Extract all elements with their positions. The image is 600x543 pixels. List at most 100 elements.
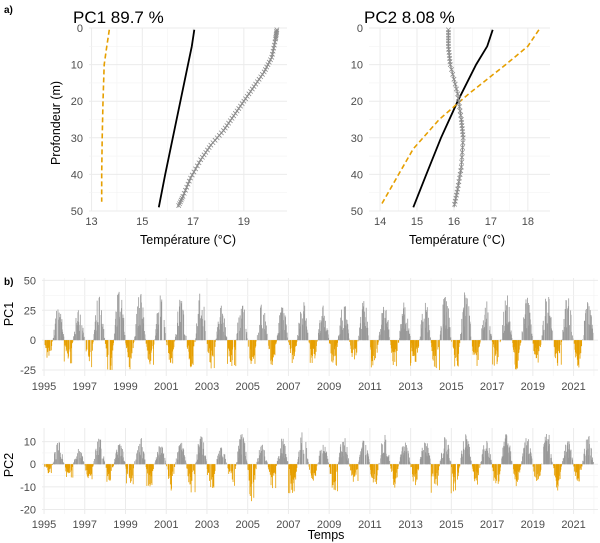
y-tick-label: 0 [357, 23, 363, 35]
bar-positive [302, 449, 304, 465]
bar-positive [509, 445, 511, 465]
bar-negative [479, 464, 481, 466]
bar-positive [524, 442, 526, 465]
bar-positive [565, 451, 567, 465]
bar-positive [387, 320, 389, 341]
bar-positive [526, 445, 528, 465]
bar-negative [458, 464, 460, 473]
bar-negative [276, 340, 277, 342]
bar-positive [541, 463, 543, 465]
bar-positive [419, 336, 421, 341]
series-marker-cross [453, 86, 459, 92]
bar-positive [143, 453, 145, 465]
bar-positive [422, 450, 424, 465]
bar-positive [449, 327, 451, 341]
bar-positive [144, 338, 146, 341]
bar-positive [220, 447, 221, 465]
bar-positive [426, 307, 428, 341]
bar-negative [533, 464, 535, 472]
bar-positive [386, 456, 387, 465]
bar-positive [511, 461, 513, 465]
bar-positive [568, 441, 570, 465]
bar-positive [542, 320, 544, 341]
x-tick-label: 1999 [113, 519, 137, 531]
bar-positive [361, 447, 363, 465]
bar-negative [433, 464, 435, 484]
bar-positive [197, 326, 198, 341]
bar-positive [378, 462, 380, 465]
series-marker-cross [452, 81, 458, 87]
bar-positive [262, 328, 263, 341]
bar-positive [179, 445, 181, 465]
bar-positive [278, 456, 279, 465]
series-marker-cross [460, 140, 466, 146]
bar-positive [326, 328, 328, 341]
bar-negative [560, 464, 562, 467]
bar-negative [535, 464, 537, 478]
bar-positive [491, 336, 492, 341]
x-tick-label: 2017 [480, 381, 504, 393]
bar-positive [344, 438, 346, 465]
bar-negative [309, 464, 310, 470]
bar-positive [246, 461, 248, 465]
bar-negative [70, 340, 71, 364]
bar-negative [192, 340, 194, 365]
bar-negative [574, 464, 576, 476]
bar-positive [439, 460, 441, 465]
bar-negative [191, 464, 192, 478]
bar-positive [300, 313, 302, 341]
series-marker-cross [231, 113, 237, 119]
bar-positive [401, 324, 402, 341]
y-tick-label: 30 [71, 133, 83, 145]
bar-positive [238, 317, 240, 341]
bar-positive [99, 296, 100, 341]
bar-negative [296, 340, 298, 342]
y-tick-label: -20 [20, 504, 36, 516]
series-marker-cross [208, 142, 214, 148]
bar-positive [281, 307, 283, 341]
bar-positive [338, 336, 340, 341]
bar-positive [216, 327, 218, 341]
x-tick-label: 1995 [32, 381, 56, 393]
bar-negative [250, 340, 252, 364]
bar-positive [568, 298, 570, 341]
bar-positive [360, 316, 362, 341]
bar-negative [518, 340, 520, 350]
bar-negative [89, 340, 91, 353]
bar-positive [179, 299, 181, 341]
bar-positive [506, 305, 507, 341]
bar-positive [365, 444, 367, 465]
bar-positive [142, 458, 143, 465]
bar-positive [490, 459, 492, 465]
bar-negative [146, 464, 148, 486]
bar-negative [150, 464, 151, 485]
series-marker-cross [201, 152, 207, 158]
bar-positive [79, 314, 81, 341]
bar-positive [156, 459, 158, 465]
bar-positive [97, 322, 99, 341]
bar-negative [149, 340, 151, 365]
bar-negative [167, 464, 169, 470]
x-tick-label: 2007 [276, 381, 300, 393]
bar-positive [175, 334, 177, 341]
y-tick-label: 0 [30, 335, 36, 347]
bar-positive [175, 458, 177, 465]
series-marker-cross [262, 66, 268, 72]
bar-negative [534, 340, 536, 355]
x-tick-label: 2005 [235, 519, 259, 531]
bar-positive [399, 461, 400, 465]
x-tick-label: 1995 [32, 519, 56, 531]
bar-positive [117, 293, 119, 341]
bar-positive [177, 459, 179, 465]
bar-negative [496, 464, 498, 481]
bar-positive [448, 458, 450, 465]
series-marker-cross [239, 101, 245, 107]
bar-positive [163, 453, 165, 465]
bar-positive [199, 293, 201, 341]
bar-negative [559, 340, 561, 354]
bar-negative [374, 464, 376, 482]
x-axis-label-temp-pc1: Température (°C) [140, 233, 236, 247]
bar-positive [481, 328, 483, 341]
bar-positive [382, 313, 384, 341]
bar-positive [299, 450, 301, 465]
